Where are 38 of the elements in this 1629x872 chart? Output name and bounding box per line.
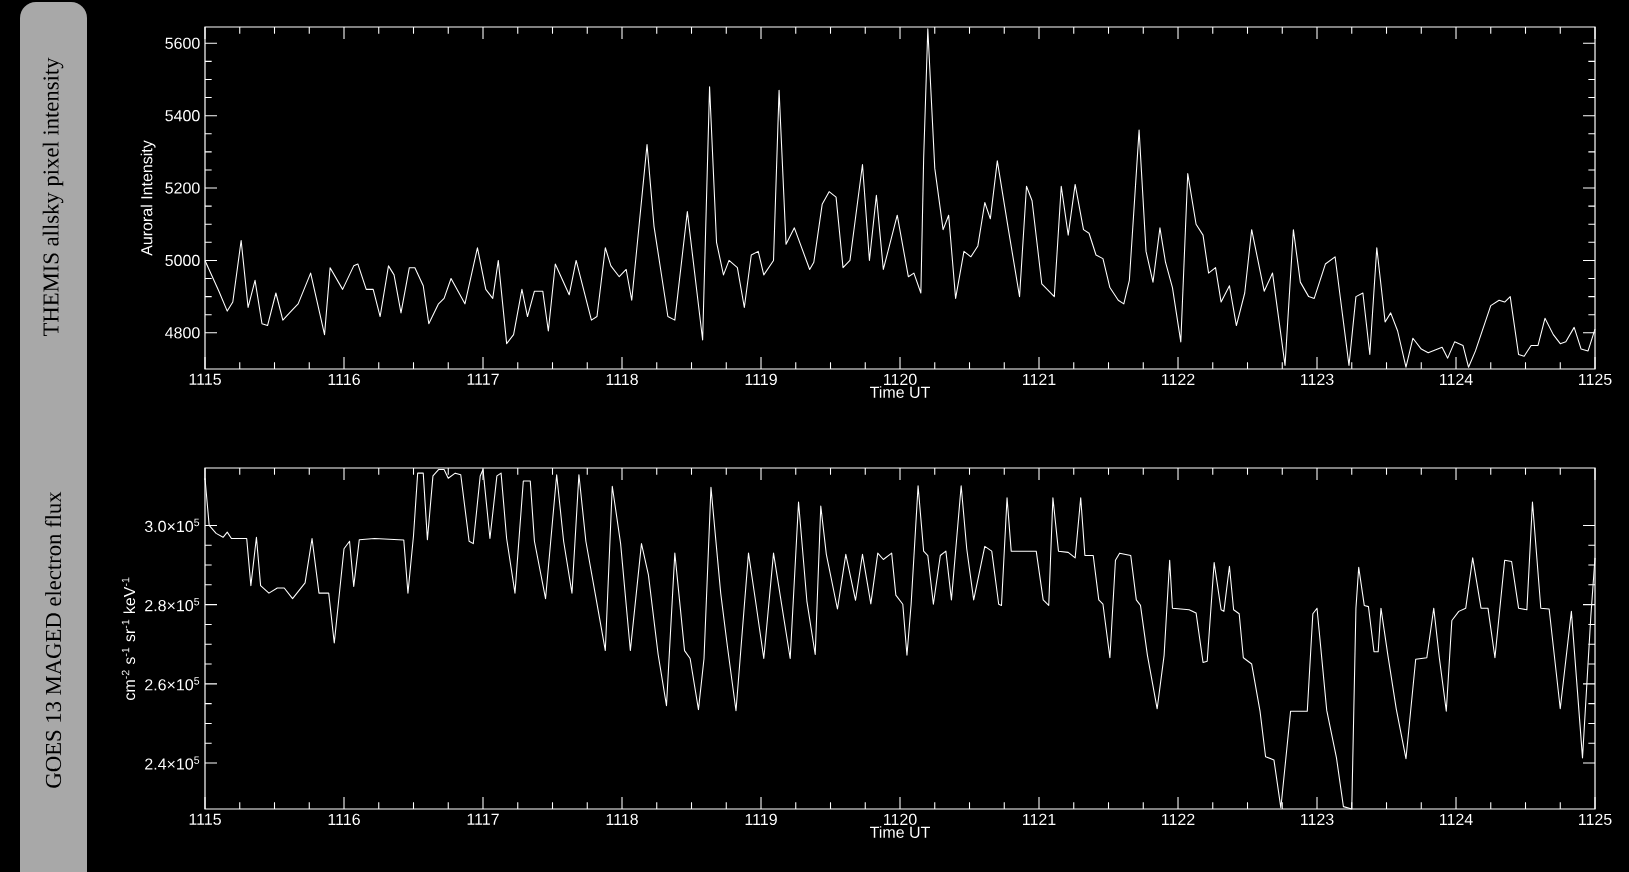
x-tick-label: 1116	[328, 373, 360, 386]
y-tick-label: 4800	[165, 327, 200, 339]
x-tick-label: 1115	[189, 813, 221, 825]
text: THEMIS allsky pixel intensity	[42, 57, 64, 337]
x-tick-label: 1120	[884, 813, 917, 826]
x-tick-label: 1118	[606, 373, 638, 386]
text: GOES 13 MAGED electron flux	[44, 491, 62, 788]
y-tick-label: 5200	[165, 182, 200, 194]
x-tick-label: 1121	[1023, 373, 1056, 385]
y-tick-label: 5000	[165, 254, 200, 267]
y-tick-label: 5400	[165, 110, 200, 122]
line-series	[204, 28, 1596, 368]
x-tick-label: 1119	[745, 813, 777, 826]
x-tick-label: 1119	[745, 373, 777, 386]
y-tick-label: 2.6×10$^{5}$	[145, 677, 200, 691]
x-tick-label: 1123	[1301, 813, 1334, 826]
x-tick-label: 1125	[1579, 813, 1612, 826]
x-tick-label: 1120	[884, 373, 917, 386]
x-tick-label: 1118	[606, 813, 638, 826]
x-tick-label: 1117	[467, 373, 499, 385]
x-tick-label: 1124	[1440, 373, 1473, 385]
y-axis-title: cm$^{-2}$ s$^{-1}$ sr$^{-1}$ keV$^{-1}$	[121, 577, 136, 700]
x-tick-label: 1116	[328, 813, 360, 826]
x-tick-label: 1123	[1301, 373, 1334, 386]
x-tick-label: 1121	[1023, 813, 1056, 825]
x-tick-label: 1115	[189, 373, 221, 385]
x-tick-label: 1122	[1162, 373, 1195, 385]
x-axis-title: Time UT	[870, 386, 930, 398]
x-axis-title: Time UT	[869, 826, 930, 838]
y-axis-title: Auroral Intensity	[140, 140, 156, 256]
x-tick-label: 1124	[1440, 813, 1473, 825]
x-tick-label: 1125	[1579, 373, 1612, 386]
x-tick-label: 1122	[1162, 813, 1195, 825]
y-tick-label: 3.0×10$^{5}$	[144, 518, 200, 533]
x-tick-label: 1117	[467, 813, 499, 825]
y-tick-label: 5600	[165, 37, 200, 49]
y-tick-label: 2.8×10$^{5}$	[145, 597, 200, 612]
y-tick-label: 2.4×10$^{5}$	[145, 756, 200, 770]
